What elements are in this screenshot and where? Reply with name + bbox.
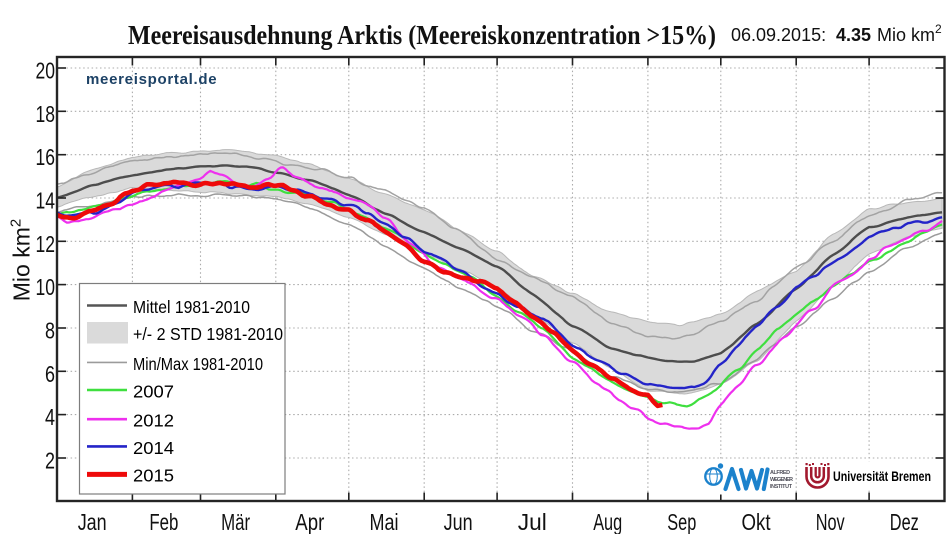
svg-text:10: 10 bbox=[36, 274, 56, 300]
svg-text:ALFRED: ALFRED bbox=[770, 470, 790, 476]
svg-text:2: 2 bbox=[45, 448, 55, 474]
svg-text:2014: 2014 bbox=[133, 438, 174, 458]
svg-text:14: 14 bbox=[36, 188, 56, 214]
svg-text:Mittel 1981-2010: Mittel 1981-2010 bbox=[133, 297, 250, 317]
svg-text:Jun: Jun bbox=[444, 509, 473, 534]
svg-text:Apr: Apr bbox=[295, 509, 324, 534]
svg-text:12: 12 bbox=[36, 231, 56, 257]
svg-text:Feb: Feb bbox=[149, 509, 178, 534]
svg-text:Nov: Nov bbox=[816, 509, 845, 534]
svg-text:6: 6 bbox=[45, 361, 55, 387]
svg-text:16: 16 bbox=[36, 144, 56, 170]
svg-text:Jan: Jan bbox=[78, 509, 107, 534]
svg-text:Meereisausdehnung Arktis (Meer: Meereisausdehnung Arktis (Meereiskonzent… bbox=[128, 20, 716, 50]
svg-text:Sep: Sep bbox=[667, 509, 696, 534]
svg-text:WEGENER: WEGENER bbox=[770, 477, 793, 483]
svg-text:Mär: Mär bbox=[221, 509, 250, 534]
svg-text:8: 8 bbox=[45, 318, 55, 344]
svg-text:20: 20 bbox=[36, 58, 56, 84]
svg-text:18: 18 bbox=[36, 101, 56, 127]
svg-text:Mio km2: Mio km2 bbox=[8, 219, 35, 301]
svg-text:meereisportal.de: meereisportal.de bbox=[86, 71, 217, 88]
svg-text:Min/Max 1981-2010: Min/Max 1981-2010 bbox=[133, 354, 263, 374]
svg-text:+/- 2 STD 1981-2010: +/- 2 STD 1981-2010 bbox=[133, 324, 283, 344]
svg-text:2015: 2015 bbox=[133, 465, 174, 485]
svg-text:Mai: Mai bbox=[370, 509, 399, 534]
svg-text:INSTITUT: INSTITUT bbox=[770, 484, 793, 490]
svg-text:Okt: Okt bbox=[742, 509, 771, 534]
svg-text:4: 4 bbox=[45, 404, 55, 430]
svg-text:Jul: Jul bbox=[518, 509, 547, 534]
svg-text:2012: 2012 bbox=[133, 411, 174, 431]
svg-text:Universität Bremen: Universität Bremen bbox=[833, 469, 931, 484]
svg-text:Aug: Aug bbox=[593, 509, 622, 534]
svg-text:Dez: Dez bbox=[890, 509, 919, 534]
svg-text:2007: 2007 bbox=[133, 382, 174, 402]
